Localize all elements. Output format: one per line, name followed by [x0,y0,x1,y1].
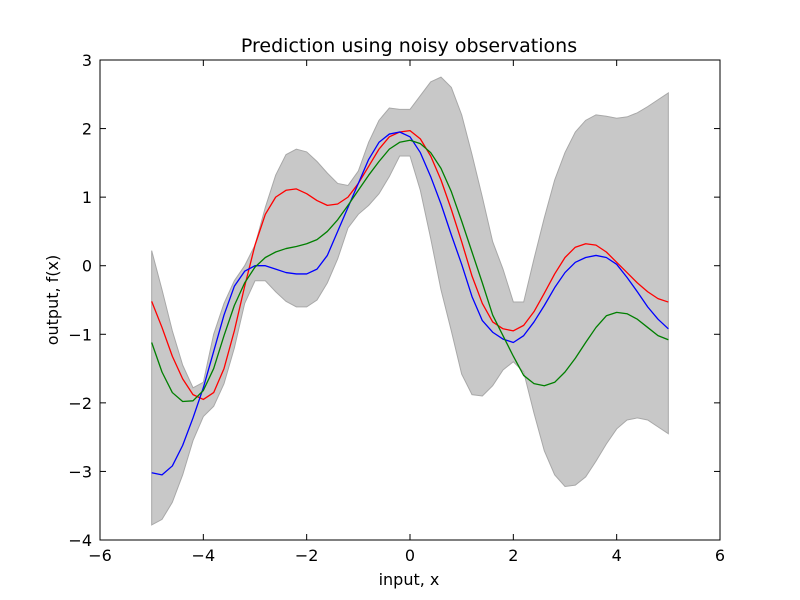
y-tick-label: 0 [82,257,92,276]
y-tick-label: −2 [68,394,92,413]
y-tick-label: −3 [68,462,92,481]
y-tick-label: 3 [82,51,92,70]
confidence-band [151,76,669,526]
series-line-1 [151,129,669,401]
y-tick-label: 2 [82,120,92,139]
x-tick-label: 6 [715,546,725,565]
series-line-3 [151,139,669,403]
y-tick-label: 1 [82,188,92,207]
series-line-2 [151,131,669,476]
x-axis-label: input, x [379,570,440,589]
chart-title: Prediction using noisy observations [241,35,577,57]
y-tick-label: −4 [68,531,92,550]
y-axis-label: output, f(x) [43,255,62,346]
x-tick-label: 0 [405,546,415,565]
x-tick-label: 2 [508,546,518,565]
plot-area [151,76,669,526]
x-tick-label: −6 [88,546,112,565]
x-tick-label: 4 [612,546,622,565]
x-tick-label: −2 [295,546,319,565]
x-tick-label: −4 [192,546,216,565]
y-tick-label: −1 [68,325,92,344]
